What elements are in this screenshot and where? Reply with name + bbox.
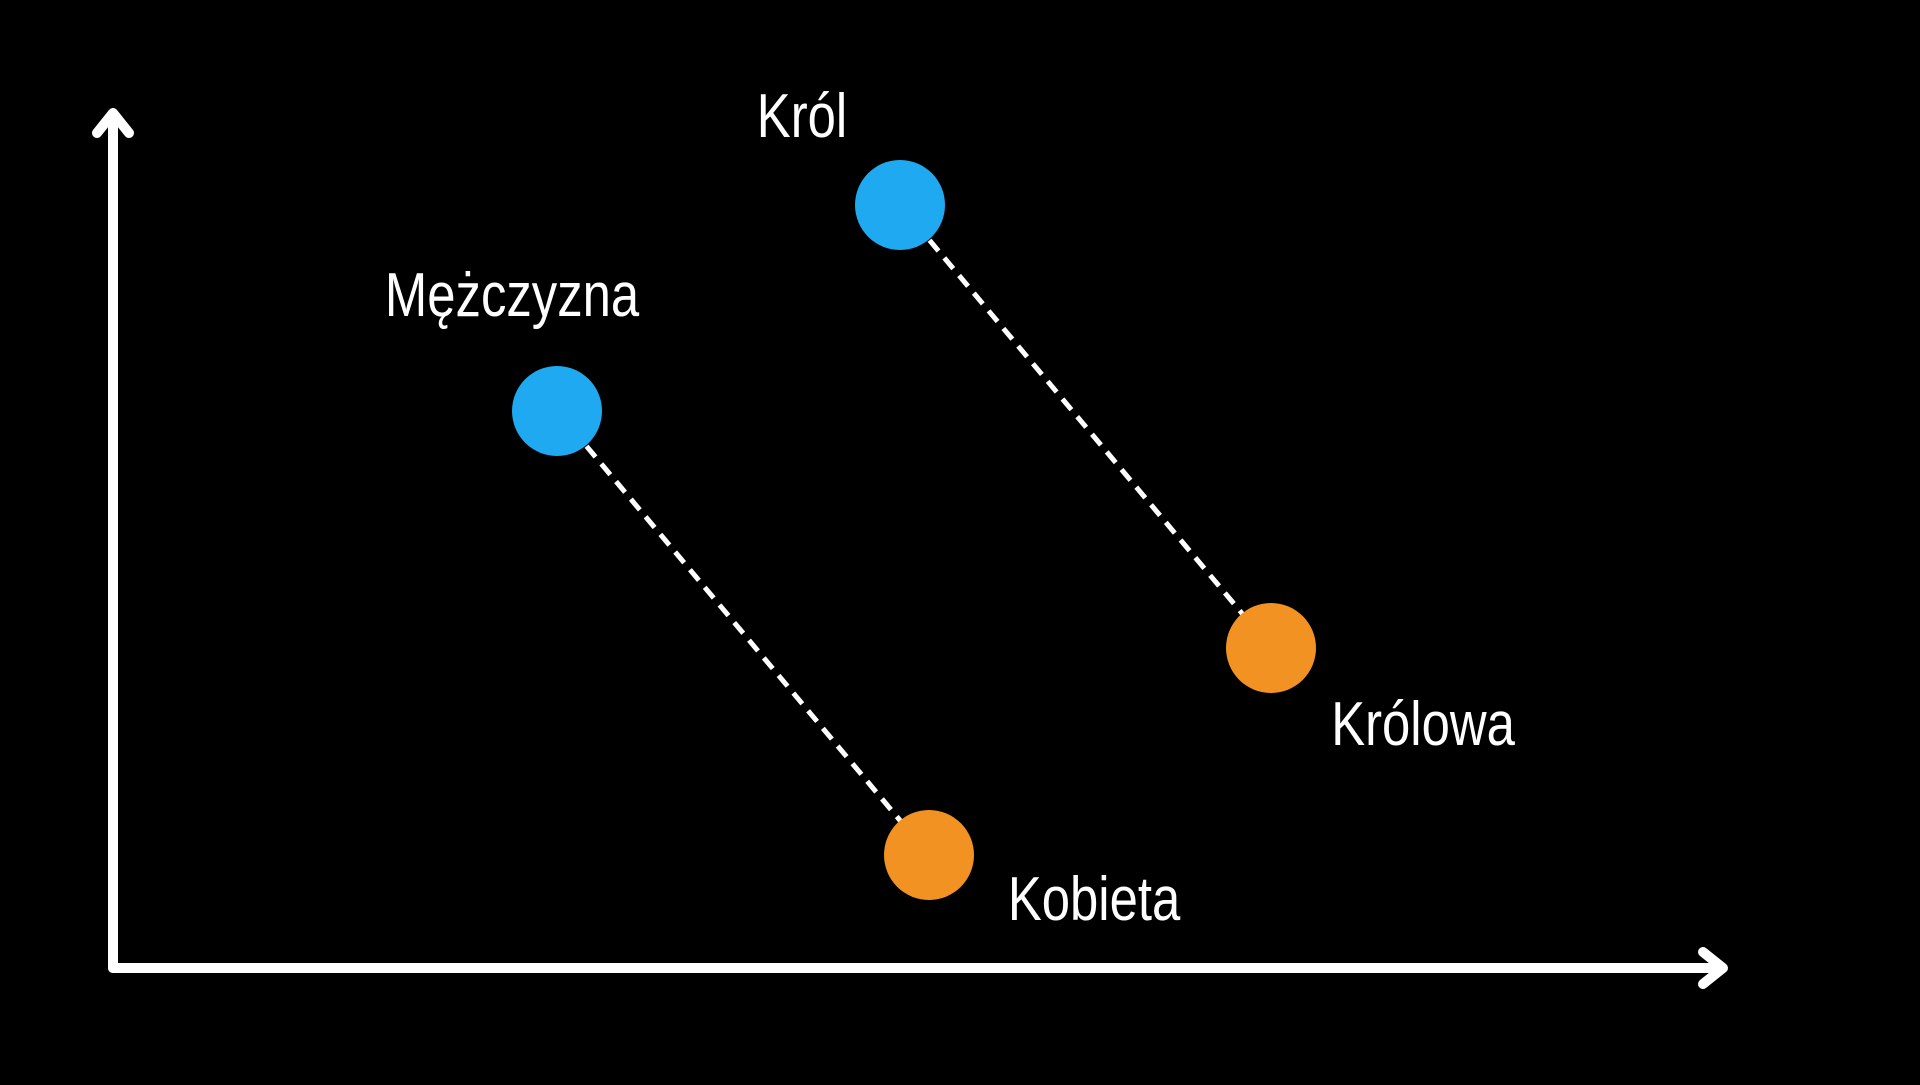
label-mezczyzna: Mężczyzna bbox=[385, 261, 640, 330]
label-krol: Król bbox=[757, 82, 847, 151]
connector-krol-krolowa bbox=[898, 203, 1273, 650]
point-krolowa bbox=[1226, 603, 1316, 693]
point-mezczyzna bbox=[512, 366, 602, 456]
label-krolowa: Królowa bbox=[1331, 690, 1515, 759]
connector-mezczyzna-kobieta bbox=[555, 409, 931, 857]
y-axis-arrow bbox=[92, 108, 134, 138]
point-krol bbox=[855, 160, 945, 250]
point-kobieta bbox=[884, 810, 974, 900]
label-kobieta: Kobieta bbox=[1008, 865, 1181, 934]
x-axis-arrow bbox=[1698, 947, 1728, 989]
